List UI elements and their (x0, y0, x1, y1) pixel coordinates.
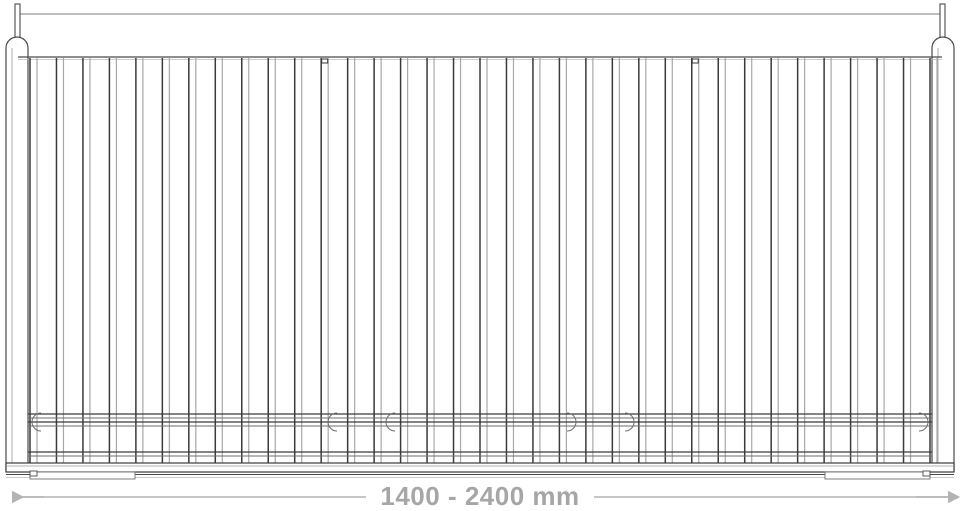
baluster (161, 58, 170, 463)
baluster (188, 58, 197, 463)
bottom-frame (5, 462, 955, 478)
baluster (770, 58, 779, 463)
baluster (267, 58, 276, 463)
baluster (558, 58, 568, 463)
hinge-arc-group (31, 412, 929, 432)
mid-cross-rail (28, 421, 932, 427)
baluster (638, 58, 647, 463)
baluster (532, 58, 541, 463)
hinge-arc-right (624, 412, 635, 432)
hinge-arc-far-right (918, 412, 929, 432)
baluster (29, 58, 38, 463)
dimension-label-container: 1400 - 2400 mm (0, 481, 960, 511)
baluster (241, 58, 250, 463)
baluster (346, 58, 356, 463)
baluster (717, 58, 726, 463)
hinge-arc-left (31, 412, 42, 432)
baluster (876, 58, 885, 463)
baluster (108, 58, 118, 463)
baluster-top-clip (691, 58, 699, 64)
baluster (902, 58, 912, 463)
baluster (426, 58, 435, 463)
hinge-arc-mid-left (327, 412, 338, 432)
baluster (373, 58, 382, 463)
baluster (611, 58, 620, 463)
dimension-label: 1400 - 2400 mm (366, 481, 594, 511)
hinge-arc-mid-right (566, 412, 577, 432)
upper-cross-rail (28, 413, 932, 419)
baluster (929, 58, 938, 463)
baluster (823, 58, 832, 463)
baluster (55, 58, 65, 463)
baluster (479, 58, 488, 463)
baluster (691, 58, 700, 463)
baluster (452, 58, 462, 463)
baluster-top-clip (321, 58, 329, 64)
left-end-post (5, 3, 29, 471)
right-end-post (931, 3, 955, 471)
baluster (796, 58, 806, 463)
baluster (399, 58, 409, 463)
baluster-group (29, 58, 938, 463)
baluster (849, 58, 859, 463)
baluster (743, 58, 753, 463)
left-foot-bracket (29, 470, 136, 480)
baluster (82, 58, 91, 463)
baluster (664, 58, 673, 463)
hinge-arc-mid (385, 412, 396, 432)
baluster (585, 58, 594, 463)
baluster (320, 58, 329, 463)
right-foot-bracket (824, 470, 931, 480)
cross-rail-group (28, 413, 932, 457)
lower-cross-rail (28, 451, 932, 457)
baluster (505, 58, 515, 463)
baluster (214, 58, 223, 463)
baluster (135, 58, 144, 463)
baluster (293, 58, 303, 463)
